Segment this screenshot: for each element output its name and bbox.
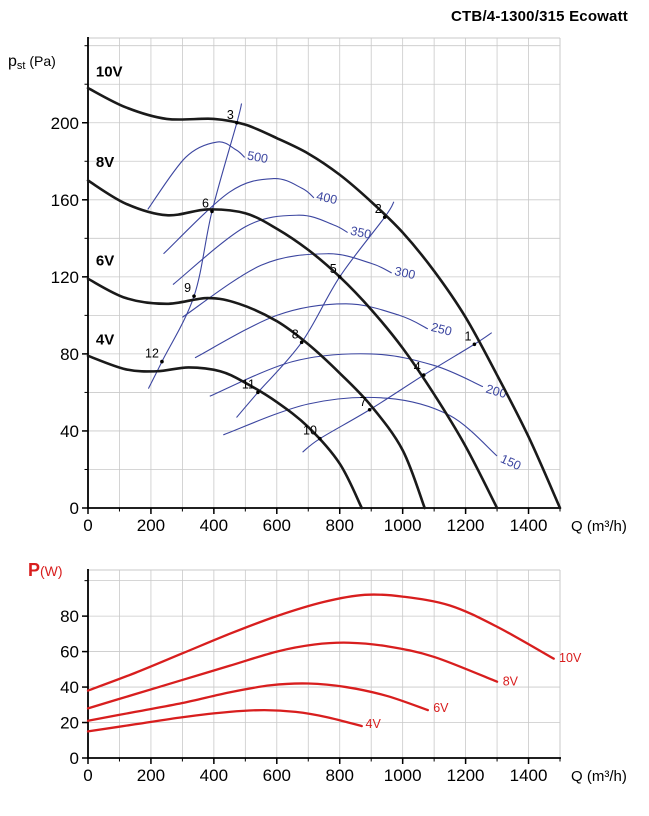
x-tick-label: 600 [263, 766, 291, 785]
op-point-label-3: 3 [227, 108, 234, 122]
contour-curve-350 [172, 214, 348, 285]
op-point-8 [299, 340, 304, 345]
x-tick-label: 400 [200, 766, 228, 785]
curve-label-10V: 10V [96, 64, 123, 81]
x-tick-label: 400 [200, 516, 228, 535]
y-tick-label: 120 [51, 268, 79, 287]
op-point-2 [382, 215, 387, 219]
page-title: CTB/4-1300/315 Ecowatt [451, 8, 628, 25]
curve-label-4V: 4V [96, 331, 114, 348]
curve-label-8V: 8V [96, 154, 114, 171]
curve-8V [86, 179, 499, 510]
curve-label-6V: 6V [96, 252, 114, 269]
y-tick-label: 60 [60, 643, 79, 662]
curve-4V [86, 708, 363, 733]
x-tick-label: 1200 [447, 766, 485, 785]
contour-curve-200 [209, 353, 484, 397]
x-axis-label: Q (m³/h) [571, 768, 627, 785]
op-point-5 [337, 275, 342, 279]
contour-curve-400 [163, 178, 315, 255]
x-tick-label: 200 [137, 766, 165, 785]
op-point-label-4: 4 [414, 360, 421, 374]
op-point-3 [235, 120, 239, 125]
curve-10V [86, 593, 555, 692]
x-axis-label: Q (m³/h) [571, 518, 627, 535]
y-tick-label: 0 [70, 749, 79, 768]
op-point-label-10: 10 [303, 424, 317, 438]
contour-label-300: 300 [393, 264, 416, 282]
op-point-label-6: 6 [202, 196, 209, 210]
op-point-label-12: 12 [145, 347, 159, 361]
contour-label-400: 400 [315, 189, 338, 207]
selection-line-3 [302, 332, 493, 453]
contour-curve-250 [194, 303, 429, 359]
x-tick-label: 1000 [384, 766, 422, 785]
op-point-4 [421, 373, 426, 377]
curve-label-6V: 6V [433, 701, 449, 715]
contour-curve-150 [223, 396, 498, 457]
curve-label-10V: 10V [559, 651, 582, 665]
curve-label-8V: 8V [503, 674, 519, 688]
y-tick-label: 40 [60, 422, 79, 441]
y-tick-label: 0 [70, 499, 79, 518]
power-chart: 0 200 400 600 800 1000 1200 1400 0 20 40 60 80 Q (m³/… [28, 560, 627, 785]
x-tick-label: 0 [83, 766, 92, 785]
y-axis-label-pressure: pst (Pa) [8, 53, 56, 72]
contour-label-250: 250 [430, 320, 454, 339]
pressure-chart: 0 200 400 600 800 1000 1200 140004080120160200Q… [8, 37, 627, 535]
x-tick-label: 1000 [384, 516, 422, 535]
op-point-label-7: 7 [360, 395, 367, 409]
x-tick-label: 1200 [447, 516, 485, 535]
curve-4V [86, 354, 364, 510]
curve-8V [86, 641, 499, 710]
op-point-7 [367, 407, 372, 412]
x-tick-label: 600 [263, 516, 291, 535]
x-tick-label: 0 [83, 516, 92, 535]
curve-6V [86, 277, 426, 510]
op-point-label-8: 8 [292, 327, 299, 341]
op-point-12 [160, 359, 164, 364]
op-point-label-11: 11 [242, 377, 255, 391]
curve-label-4V: 4V [366, 717, 382, 731]
contour-curve-500 [147, 141, 246, 210]
x-tick-label: 1400 [510, 516, 548, 535]
x-tick-label: 1400 [510, 766, 548, 785]
op-point-label-1: 1 [464, 329, 471, 343]
op-point-label-2: 2 [375, 202, 382, 216]
x-tick-label: 800 [326, 516, 354, 535]
op-point-1 [472, 342, 477, 347]
curve-10V [86, 86, 562, 510]
selection-line-1 [147, 103, 243, 389]
y-tick-label: 160 [51, 191, 79, 210]
op-point-9 [192, 294, 196, 298]
curve-6V [86, 682, 429, 722]
op-point-10 [318, 436, 322, 441]
y-tick-label: 80 [60, 607, 79, 626]
contour-curve-300 [182, 253, 392, 318]
y-tick-label: 20 [60, 714, 79, 733]
y-tick-label: 200 [51, 114, 79, 133]
op-point-6 [210, 209, 214, 214]
x-tick-label: 800 [326, 766, 354, 785]
y-axis-label-power: P(W) [28, 560, 63, 580]
op-point-label-5: 5 [330, 262, 337, 276]
contour-label-500: 500 [246, 149, 269, 166]
y-tick-label: 40 [60, 678, 79, 697]
y-tick-label: 80 [60, 345, 79, 364]
op-point-label-9: 9 [184, 281, 191, 295]
x-tick-label: 200 [137, 516, 165, 535]
op-point-11 [256, 390, 260, 395]
contour-label-350: 350 [349, 224, 372, 242]
